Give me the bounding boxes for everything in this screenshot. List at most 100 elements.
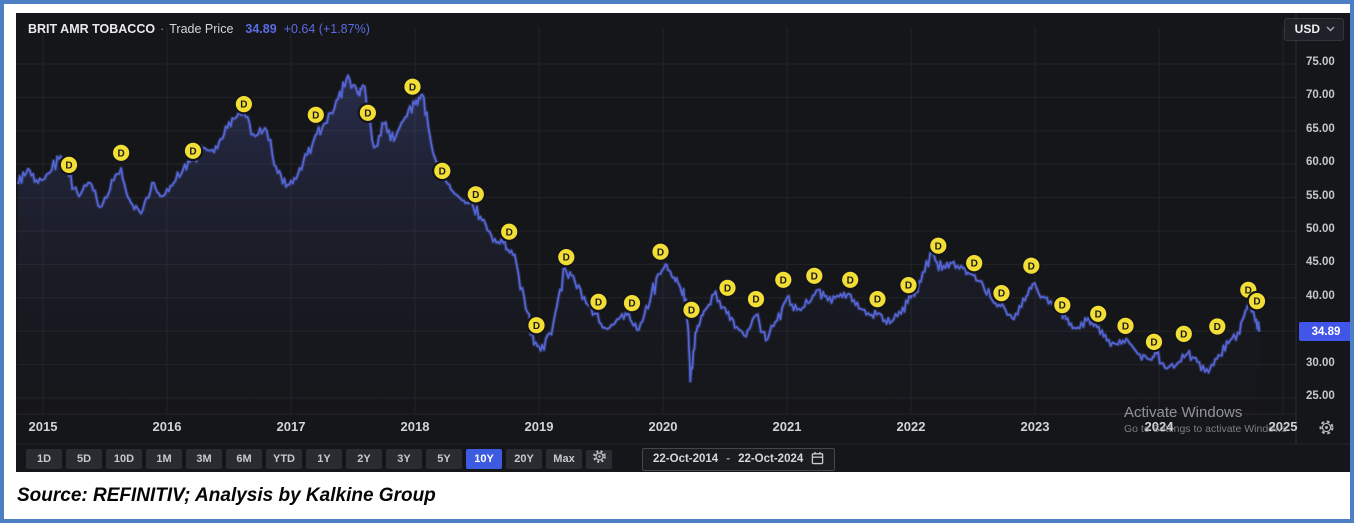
- x-axis-tick: 2021: [772, 419, 802, 434]
- dividend-marker[interactable]: [1207, 316, 1228, 337]
- range-button-6m[interactable]: 6M: [226, 449, 262, 469]
- currency-selector[interactable]: USD: [1283, 18, 1344, 41]
- dividend-marker[interactable]: [498, 221, 520, 242]
- dividend-marker-label: D: [688, 305, 695, 316]
- dividend-marker-label: D: [364, 108, 371, 119]
- dividend-marker[interactable]: [357, 102, 379, 124]
- dividend-marker[interactable]: [803, 265, 825, 287]
- chart-header: BRIT AMR TOBACCO · Trade Price 34.89 +0.64 (…: [28, 22, 370, 36]
- dividend-marker-label: D: [1245, 285, 1252, 296]
- range-button-10y[interactable]: 10Y: [466, 449, 502, 469]
- dividend-marker[interactable]: [1246, 290, 1268, 312]
- dividend-marker-label: D: [439, 167, 446, 178]
- header-separator: ·: [160, 22, 165, 36]
- range-button-20y[interactable]: 20Y: [506, 449, 542, 469]
- y-axis-tick: 45.00: [1306, 256, 1335, 269]
- dividend-marker[interactable]: [991, 282, 1012, 304]
- dividend-marker[interactable]: [110, 142, 132, 164]
- chart-settings-button[interactable]: [586, 449, 612, 469]
- range-button-5d[interactable]: 5D: [66, 449, 102, 469]
- axis-settings-button[interactable]: [1318, 419, 1335, 441]
- dividend-marker[interactable]: [402, 76, 423, 97]
- y-axis-tick: 50.00: [1306, 223, 1335, 235]
- gear-icon: [1318, 420, 1335, 440]
- range-button-ytd[interactable]: YTD: [266, 449, 302, 469]
- dividend-marker[interactable]: [1143, 331, 1165, 353]
- dividend-marker[interactable]: [555, 246, 577, 268]
- dividend-marker-label: D: [847, 275, 854, 286]
- x-axis-tick: 2018: [400, 419, 430, 434]
- dividend-marker-label: D: [409, 82, 416, 93]
- dividend-marker[interactable]: [927, 235, 949, 256]
- gear-icon: [592, 449, 607, 469]
- dividend-marker[interactable]: [1052, 294, 1073, 316]
- dividend-marker[interactable]: [745, 288, 767, 310]
- x-axis-tick: 2023: [1020, 419, 1050, 434]
- range-buttons: 1D 5D 10D 1M 3M 6M YTD 1Y 2Y 3Y 5Y 10Y 20Y Max: [26, 449, 582, 469]
- date-to: 22-Oct-2024: [738, 453, 804, 465]
- dividend-marker[interactable]: [58, 154, 80, 176]
- dividend-marker[interactable]: [526, 314, 547, 336]
- range-button-1d[interactable]: 1D: [26, 449, 62, 469]
- dividend-marker[interactable]: [681, 299, 702, 321]
- dividend-marker[interactable]: [588, 291, 609, 313]
- dividend-marker[interactable]: [772, 269, 794, 291]
- dividend-marker-label: D: [117, 148, 124, 159]
- dividend-marker[interactable]: [650, 241, 671, 262]
- dividend-marker[interactable]: [963, 252, 985, 274]
- dividend-markers[interactable]: D D D D D D D D D D D D D D D D D D D D D D D D D D D D D D D D D D D: [58, 76, 1268, 353]
- date-separator: -: [726, 453, 731, 465]
- dividend-marker[interactable]: [465, 184, 487, 205]
- range-button-1y[interactable]: 1Y: [306, 449, 342, 469]
- range-button-2y[interactable]: 2Y: [346, 449, 382, 469]
- dividend-marker-label: D: [1028, 261, 1035, 272]
- dividend-marker[interactable]: [233, 93, 255, 115]
- x-axis-tick: 2020: [648, 419, 678, 434]
- dividend-marker-label: D: [563, 253, 570, 264]
- dividend-marker-label: D: [657, 247, 664, 258]
- range-button-10d[interactable]: 10D: [106, 449, 142, 469]
- dividend-marker[interactable]: [1173, 323, 1195, 345]
- dividend-marker-label: D: [752, 295, 759, 306]
- calendar-icon: [811, 451, 824, 468]
- dividend-marker[interactable]: [839, 269, 861, 291]
- dividend-marker-label: D: [506, 227, 513, 238]
- dividend-marker[interactable]: [182, 140, 204, 162]
- dividend-marker-label: D: [1214, 322, 1221, 333]
- y-axis-tick: 70.00: [1306, 89, 1335, 102]
- dividend-marker-label: D: [780, 275, 787, 286]
- dividend-marker[interactable]: [1020, 255, 1042, 276]
- dividend-marker-label: D: [240, 100, 247, 111]
- dividend-marker[interactable]: [898, 274, 919, 296]
- dividend-marker-label: D: [1253, 297, 1260, 308]
- price-chart-svg[interactable]: D D D D D D D D D D D D D D D D D D D D D D D D D D D D D D D D D D D: [16, 13, 1350, 472]
- dividend-marker-label: D: [905, 281, 912, 292]
- dividend-marker-label: D: [998, 289, 1005, 300]
- range-button-5y[interactable]: 5Y: [426, 449, 462, 469]
- dividend-marker[interactable]: [431, 160, 453, 182]
- range-button-3y[interactable]: 3Y: [386, 449, 422, 469]
- dividend-marker-label: D: [1059, 301, 1066, 312]
- date-range-picker[interactable]: 22-Oct-2014 - 22-Oct-2024: [642, 447, 836, 471]
- dividend-marker[interactable]: [1115, 315, 1136, 337]
- dividend-marker[interactable]: [621, 292, 643, 314]
- dividend-marker[interactable]: [1087, 303, 1109, 325]
- dividend-marker-label: D: [1095, 309, 1102, 320]
- range-button-1m[interactable]: 1M: [146, 449, 182, 469]
- source-caption: Source: REFINITIV; Analysis by Kalkine G…: [17, 485, 436, 506]
- dividend-marker-label: D: [971, 259, 978, 270]
- dividend-marker[interactable]: [305, 104, 327, 126]
- y-axis-tick: 55.00: [1306, 189, 1335, 202]
- last-price-badge: 34.89: [1299, 322, 1350, 342]
- dividend-marker[interactable]: [717, 277, 738, 299]
- x-axis-tick: 2016: [152, 419, 182, 434]
- dividend-marker[interactable]: [867, 288, 888, 310]
- y-axis-tick: 25.00: [1306, 390, 1335, 402]
- x-axis-tick: 2019: [524, 419, 554, 434]
- x-axis-tick: 2015: [28, 419, 58, 434]
- range-button-3m[interactable]: 3M: [186, 449, 222, 469]
- range-button-max[interactable]: Max: [546, 449, 582, 469]
- dividend-marker-label: D: [1180, 330, 1187, 341]
- x-axis-tick: 2024: [1144, 419, 1174, 434]
